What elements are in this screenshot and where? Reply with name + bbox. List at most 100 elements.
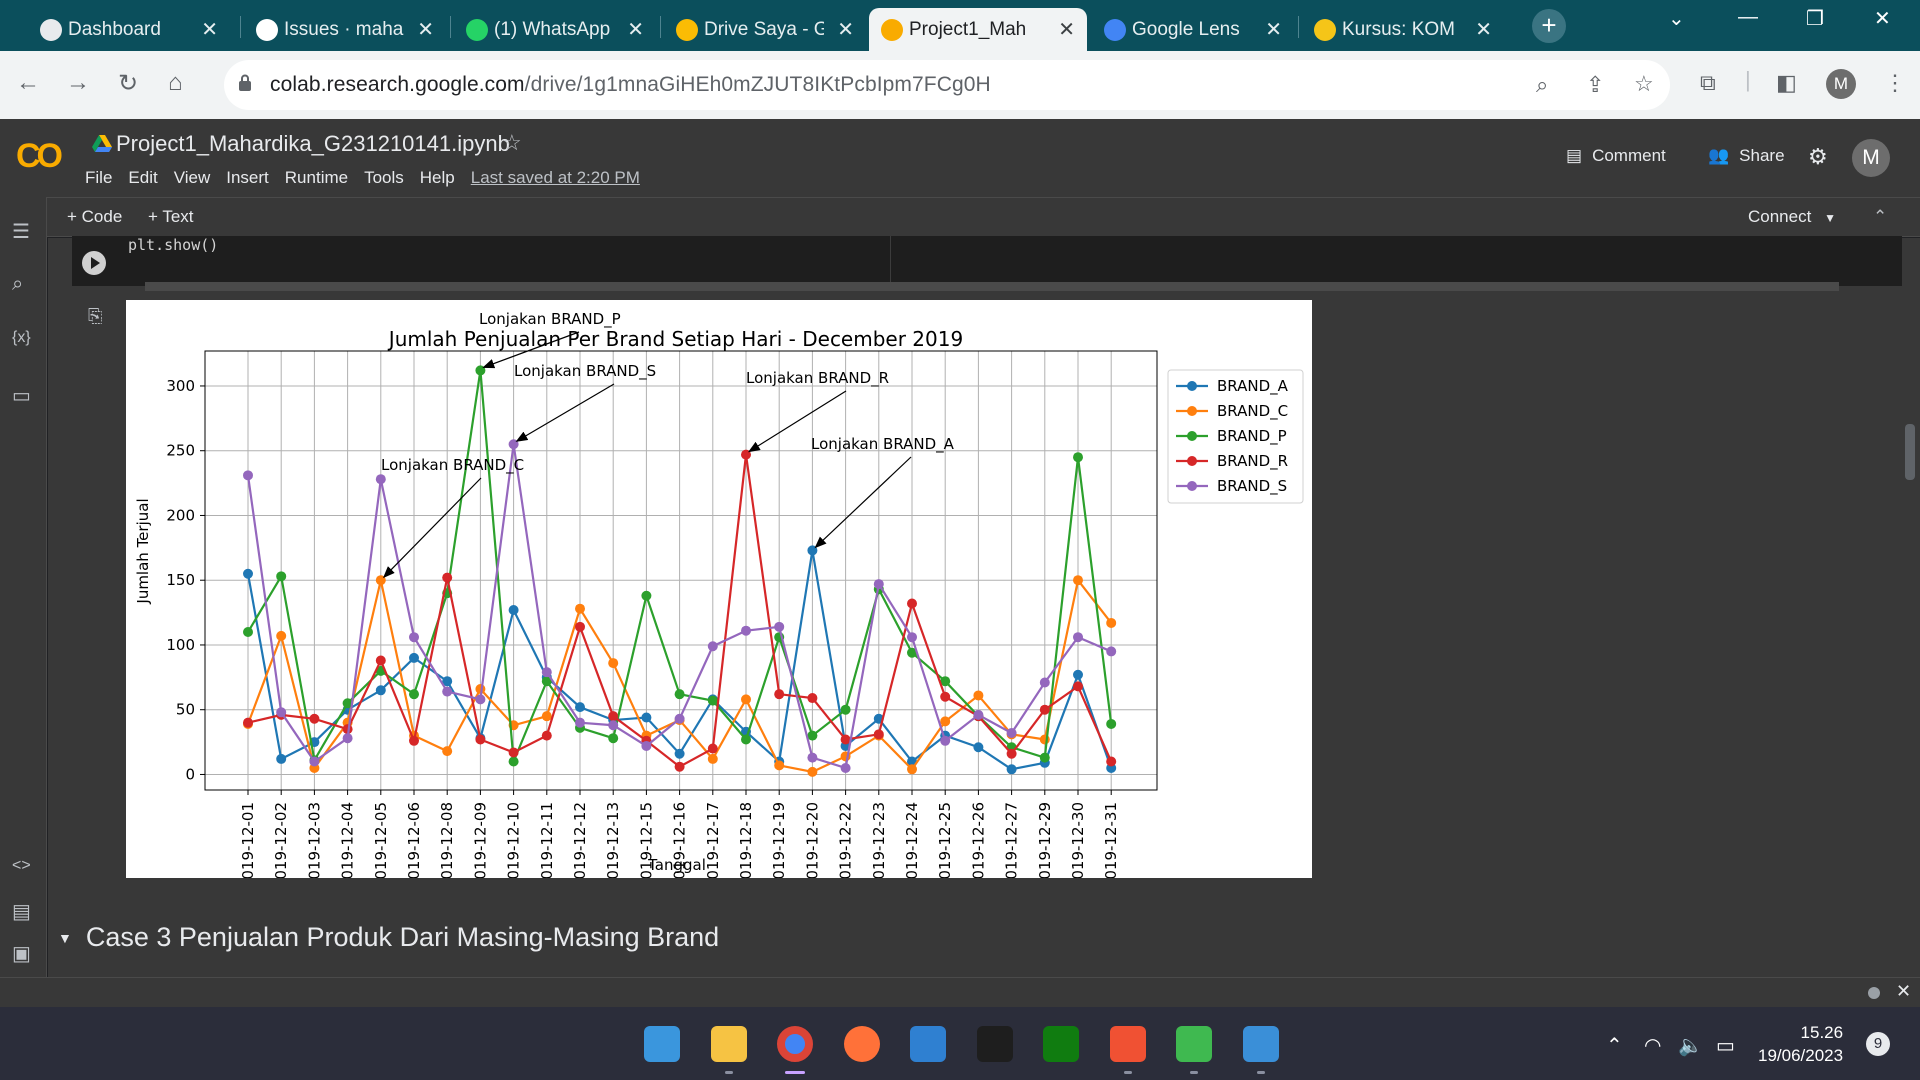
address-bar[interactable]: colab.research.google.com/drive/1g1mnaGi… — [224, 60, 1670, 110]
browser-tab[interactable]: Dashboard ✕ — [28, 8, 230, 51]
collapse-header-icon[interactable]: ⌃ — [1873, 207, 1888, 226]
zoom-icon[interactable]: ⌕ — [1536, 72, 1549, 97]
menu-runtime[interactable]: Runtime — [284, 168, 349, 187]
add-code-cell-button[interactable]: + Code — [67, 207, 123, 226]
forward-icon[interactable]: → — [66, 69, 90, 96]
browser-tab[interactable]: Kursus: KOM ✕ — [1302, 8, 1504, 51]
close-tab-icon[interactable]: ✕ — [1058, 19, 1075, 41]
home-icon[interactable]: ⌂ — [168, 69, 183, 96]
browser-tab[interactable]: (1) WhatsApp ✕ — [454, 8, 656, 51]
notification-badge[interactable]: 9 — [1866, 1032, 1890, 1056]
account-avatar[interactable]: M — [1852, 139, 1890, 177]
reload-icon[interactable]: ↻ — [118, 70, 139, 97]
tab-separator — [1298, 16, 1299, 38]
output-actions-icon[interactable]: ⎘ — [88, 306, 103, 326]
code-cell[interactable]: plt.show() — [72, 236, 1902, 286]
terminal-icon[interactable] — [976, 1026, 1013, 1062]
command-palette-icon[interactable]: ▤ — [12, 901, 31, 923]
terminal-icon[interactable]: ▣ — [12, 943, 31, 965]
extensions-icon[interactable]: ⧉ — [1700, 70, 1716, 95]
menu-help[interactable]: Help — [419, 168, 455, 187]
windows-start-icon[interactable] — [644, 1026, 680, 1062]
data-point — [1039, 677, 1050, 688]
notebook-title[interactable]: Project1_Mahardika_G231210141.ipynb — [116, 131, 510, 156]
data-point — [276, 707, 287, 718]
star-notebook-icon[interactable]: ☆ — [502, 130, 522, 155]
close-tab-icon[interactable]: ✕ — [201, 19, 218, 41]
menu-tools[interactable]: Tools — [364, 168, 404, 187]
tab-search-icon[interactable]: ⌄ — [1668, 8, 1685, 30]
menu-insert[interactable]: Insert — [226, 168, 269, 187]
chart-title: Jumlah Penjualan Per Brand Setiap Hari -… — [387, 327, 963, 351]
xbox-icon[interactable] — [1043, 1026, 1079, 1062]
volume-icon[interactable]: 🔈 — [1678, 1035, 1703, 1057]
comment-button[interactable]: ▤ Comment — [1566, 146, 1666, 165]
data-point — [641, 590, 652, 601]
menu-edit[interactable]: Edit — [128, 168, 158, 187]
close-panel-icon[interactable]: ✕ — [1896, 981, 1912, 1001]
x-tick-label: 2019-12-31 — [1102, 802, 1120, 878]
colab-logo[interactable]: CO — [16, 137, 63, 175]
share-page-icon[interactable]: ⇪ — [1586, 72, 1605, 97]
vertical-scrollbar-thumb[interactable] — [1905, 424, 1915, 480]
legend-marker — [1187, 406, 1197, 416]
side-panel-icon[interactable]: ◧ — [1776, 70, 1797, 95]
table-of-contents-icon[interactable]: ☰ — [12, 221, 30, 243]
close-window-icon[interactable]: ✕ — [1874, 8, 1891, 30]
data-point — [907, 764, 917, 775]
show-hidden-icons-chevron-icon[interactable]: ⌃ — [1606, 1035, 1623, 1057]
annotation-label: Lonjakan BRAND_C — [381, 456, 524, 475]
x-tick-label: 2019-12-27 — [1003, 802, 1021, 878]
menu-file[interactable]: File — [85, 168, 113, 187]
system-clock[interactable]: 15.26 19/06/2023 — [1758, 1023, 1844, 1065]
connect-runtime-button[interactable]: Connect ▼ — [1748, 207, 1836, 226]
close-tab-icon[interactable]: ✕ — [627, 19, 644, 41]
search-icon[interactable]: ⌕ — [12, 273, 24, 295]
back-icon[interactable]: ← — [16, 69, 40, 96]
new-tab-button[interactable]: + — [1532, 9, 1566, 43]
share-button[interactable]: 👥 Share — [1708, 146, 1785, 165]
profile-avatar[interactable]: M — [1826, 69, 1856, 99]
data-point — [674, 761, 685, 772]
files-folder-icon[interactable]: ▭ — [12, 385, 31, 407]
minimize-icon[interactable]: — — [1738, 6, 1758, 28]
data-point — [1039, 734, 1050, 745]
bookmark-star-icon[interactable]: ☆ — [1634, 71, 1654, 96]
close-tab-icon[interactable]: ✕ — [1265, 19, 1282, 41]
browser-tab[interactable]: Issues · maha ✕ — [244, 8, 446, 51]
battery-icon[interactable]: ▭ — [1716, 1035, 1735, 1057]
browser-menu-icon[interactable]: ⋮ — [1884, 70, 1906, 95]
close-tab-icon[interactable]: ✕ — [837, 19, 854, 41]
chrome-icon[interactable] — [777, 1026, 813, 1062]
browser-tab[interactable]: Project1_Mah ✕ — [869, 8, 1087, 51]
photos-icon[interactable] — [1242, 1026, 1279, 1062]
add-text-cell-button[interactable]: + Text — [148, 207, 194, 226]
collapse-section-icon[interactable]: ▼ — [58, 929, 72, 946]
variables-icon[interactable]: {x} — [12, 329, 31, 346]
run-cell-button[interactable] — [82, 251, 106, 275]
data-point — [774, 621, 785, 632]
vscode-icon[interactable] — [910, 1026, 946, 1062]
browser-tab[interactable]: Google Lens ✕ — [1092, 8, 1294, 51]
last-saved-link[interactable]: Last saved at 2:20 PM — [470, 168, 640, 187]
data-point — [741, 625, 751, 636]
close-tab-icon[interactable]: ✕ — [1475, 19, 1492, 41]
cpu-monitor-icon[interactable] — [1176, 1026, 1212, 1062]
close-tab-icon[interactable]: ✕ — [417, 19, 434, 41]
code-snippets-icon[interactable]: <> — [12, 857, 31, 874]
settings-gear-icon[interactable]: ⚙ — [1808, 144, 1828, 169]
section-heading[interactable]: ▼ Case 3 Penjualan Produk Dari Masing-Ma… — [58, 922, 720, 952]
restore-icon[interactable]: ❐ — [1806, 8, 1824, 30]
git-icon[interactable] — [1109, 1026, 1146, 1062]
browser-tab[interactable]: Drive Saya - G ✕ — [664, 8, 866, 51]
data-point — [741, 694, 751, 705]
y-axis-label: Jumlah Terjual — [134, 498, 152, 604]
wifi-icon[interactable]: ◠ — [1644, 1035, 1662, 1057]
file-explorer-icon[interactable] — [710, 1026, 747, 1062]
firefox-icon[interactable] — [843, 1026, 880, 1062]
data-point — [973, 690, 984, 701]
data-point — [1039, 704, 1050, 715]
data-point — [575, 603, 585, 614]
horizontal-scrollbar[interactable] — [145, 282, 1839, 291]
menu-view[interactable]: View — [173, 168, 211, 187]
